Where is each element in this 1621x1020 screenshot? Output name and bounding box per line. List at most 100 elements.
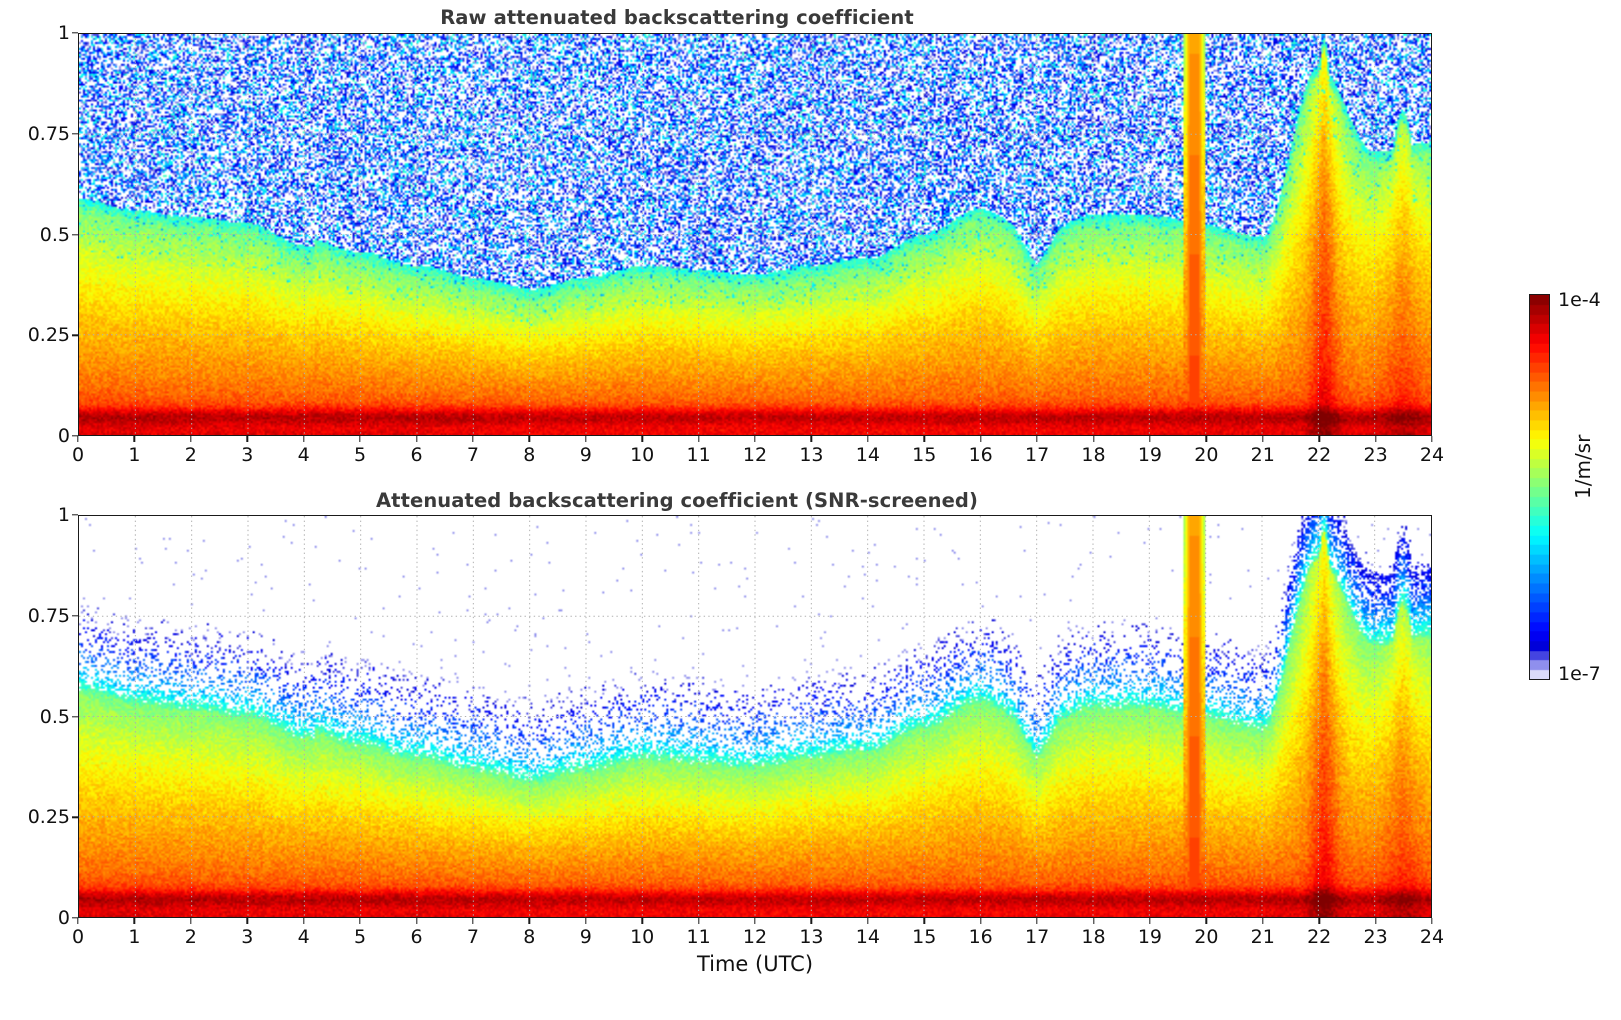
y-tick-mark-bottom-3: [72, 615, 78, 617]
x-tick-label-bottom-1: 1: [128, 926, 141, 948]
x-tick-mark-top-6: [415, 436, 418, 442]
x-tick-label-bottom-5: 5: [354, 926, 367, 948]
x-tick-mark-top-8: [528, 436, 531, 442]
x-tick-label-bottom-11: 11: [686, 926, 711, 948]
x-tick-mark-top-9: [585, 436, 587, 442]
x-tick-label-top-0: 0: [71, 444, 85, 466]
x-tick-mark-bottom-22: [1318, 918, 1320, 924]
x-tick-label-top-8: 8: [523, 444, 536, 466]
x-tick-label-bottom-15: 15: [912, 926, 937, 948]
x-tick-mark-bottom-8: [528, 918, 531, 924]
x-tick-mark-top-4: [302, 436, 305, 442]
x-tick-mark-bottom-21: [1262, 918, 1264, 924]
x-tick-label-top-24: 24: [1419, 444, 1445, 466]
x-tick-mark-bottom-18: [1092, 918, 1095, 924]
x-tick-label-top-15: 15: [912, 444, 937, 466]
x-tick-label-top-12: 12: [742, 444, 768, 466]
x-tick-mark-bottom-13: [810, 918, 813, 924]
x-tick-label-bottom-18: 18: [1081, 926, 1106, 948]
x-tick-label-top-19: 19: [1137, 444, 1162, 466]
y-tick-label-bottom-3: 0.75: [27, 604, 70, 627]
x-tick-mark-top-3: [246, 436, 248, 442]
colorbar-group: 1e-4 1e-7 1/m/sr: [1529, 289, 1621, 685]
x-tick-mark-bottom-6: [415, 918, 418, 924]
x-tick-label-bottom-3: 3: [241, 926, 254, 948]
x-tick-label-top-6: 6: [410, 444, 423, 466]
x-tick-mark-top-7: [472, 436, 474, 442]
x-tick-mark-bottom-11: [697, 918, 700, 924]
x-tick-mark-top-14: [867, 436, 869, 442]
x-tick-label-bottom-4: 4: [297, 926, 310, 948]
x-tick-mark-top-21: [1262, 436, 1264, 442]
panel-title-screened: Attenuated backscattering coefficient (S…: [375, 489, 979, 512]
x-tick-label-top-3: 3: [241, 444, 254, 466]
x-tick-mark-top-22: [1318, 436, 1320, 442]
x-tick-mark-bottom-0: [77, 918, 79, 924]
x-tick-label-bottom-16: 16: [968, 926, 993, 948]
x-tick-mark-bottom-17: [1036, 918, 1038, 924]
x-tick-mark-top-11: [697, 436, 700, 442]
x-tick-mark-bottom-4: [302, 918, 305, 924]
x-tick-mark-top-12: [754, 436, 756, 442]
y-tick-mark-top-1: [72, 334, 78, 336]
x-tick-mark-top-20: [1205, 436, 1208, 442]
x-tick-mark-bottom-3: [246, 918, 248, 924]
y-tick-label-top-2: 0.5: [39, 223, 70, 246]
x-tick-label-top-10: 10: [630, 444, 655, 466]
x-tick-mark-bottom-10: [641, 918, 643, 924]
x-tick-label-bottom-7: 7: [466, 926, 479, 948]
x-tick-label-bottom-6: 6: [410, 926, 423, 948]
colorbar-canvas: [1530, 295, 1549, 679]
x-tick-mark-top-24: [1431, 436, 1433, 442]
y-tick-mark-top-0: [72, 435, 78, 437]
y-tick-mark-bottom-4: [72, 514, 78, 516]
y-tick-label-bottom-2: 0.5: [39, 705, 70, 728]
x-tick-mark-top-5: [359, 436, 361, 442]
x-tick-label-bottom-2: 2: [184, 926, 197, 948]
x-tick-label-bottom-22: 22: [1307, 926, 1332, 948]
x-tick-mark-top-17: [1036, 436, 1038, 442]
x-tick-mark-bottom-16: [979, 918, 982, 924]
colorbar-gradient: [1529, 294, 1550, 680]
x-tick-label-bottom-9: 9: [579, 926, 592, 948]
x-tick-label-top-23: 23: [1363, 444, 1388, 466]
x-tick-label-top-17: 17: [1024, 444, 1050, 466]
y-tick-mark-top-4: [72, 32, 78, 34]
x-tick-label-top-11: 11: [686, 444, 711, 466]
x-tick-mark-top-16: [979, 436, 982, 442]
colorbar-min-label: 1e-7: [1558, 663, 1601, 685]
colorbar-unit-label: 1/m/sr: [1571, 434, 1595, 499]
y-tick-label-bottom-4: 1: [57, 504, 70, 526]
x-tick-mark-bottom-20: [1205, 918, 1208, 924]
x-tick-mark-top-10: [641, 436, 643, 442]
x-tick-mark-bottom-14: [867, 918, 869, 924]
x-tick-label-top-1: 1: [128, 444, 141, 466]
y-tick-mark-top-3: [72, 133, 78, 135]
x-tick-label-bottom-0: 0: [71, 926, 85, 948]
x-tick-label-top-18: 18: [1081, 444, 1106, 466]
x-tick-mark-top-23: [1374, 436, 1377, 442]
x-tick-label-bottom-19: 19: [1137, 926, 1162, 948]
panel-title-raw: Raw attenuated backscattering coefficien…: [440, 6, 914, 29]
plot-area-screened: [78, 515, 1432, 918]
y-tick-mark-top-2: [72, 233, 78, 236]
x-tick-mark-bottom-9: [585, 918, 587, 924]
x-tick-label-bottom-13: 13: [799, 926, 824, 948]
x-tick-mark-bottom-2: [190, 918, 192, 924]
x-axis-label: Time (UTC): [696, 952, 814, 976]
x-tick-label-top-22: 22: [1307, 444, 1332, 466]
x-tick-mark-bottom-1: [133, 918, 136, 924]
x-tick-mark-bottom-23: [1374, 918, 1377, 924]
x-tick-mark-top-2: [190, 436, 192, 442]
heatmap-screened: [79, 516, 1431, 917]
panel-raw-backscatter: [78, 33, 1432, 436]
y-tick-label-bottom-1: 0.25: [27, 806, 70, 829]
y-tick-label-top-0: 0: [57, 425, 70, 447]
x-tick-label-bottom-23: 23: [1363, 926, 1388, 948]
x-tick-label-bottom-12: 12: [742, 926, 768, 948]
y-tick-label-top-1: 0.25: [27, 324, 70, 347]
x-tick-label-bottom-20: 20: [1194, 926, 1219, 948]
x-tick-mark-top-1: [133, 436, 136, 442]
x-tick-label-top-4: 4: [297, 444, 310, 466]
